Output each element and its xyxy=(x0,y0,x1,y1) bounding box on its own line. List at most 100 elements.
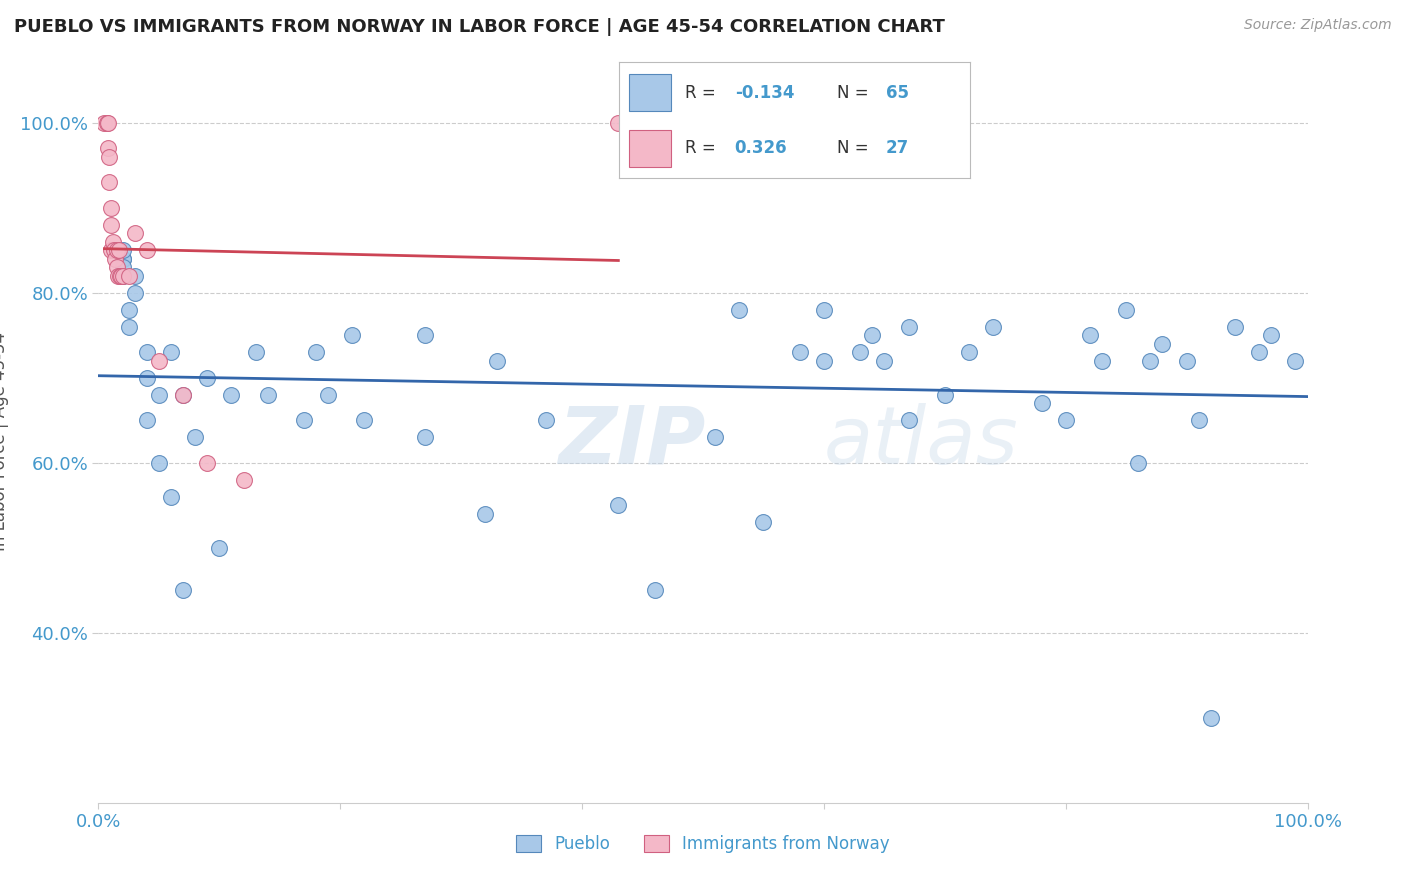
Point xyxy=(897,319,920,334)
Point xyxy=(108,244,131,258)
Point xyxy=(98,175,121,189)
Point xyxy=(100,201,122,215)
Point xyxy=(413,328,436,343)
Legend: Pueblo, Immigrants from Norway: Pueblo, Immigrants from Norway xyxy=(509,828,897,860)
Point xyxy=(1115,302,1137,317)
Point xyxy=(101,235,124,249)
Point xyxy=(353,413,375,427)
Point xyxy=(813,353,835,368)
Point xyxy=(1175,353,1198,368)
Point xyxy=(849,345,872,359)
Text: PUEBLO VS IMMIGRANTS FROM NORWAY IN LABOR FORCE | AGE 45-54 CORRELATION CHART: PUEBLO VS IMMIGRANTS FROM NORWAY IN LABO… xyxy=(14,18,945,36)
Point xyxy=(232,473,254,487)
Point xyxy=(105,244,128,258)
Point xyxy=(135,345,157,359)
Point xyxy=(124,285,146,300)
Point xyxy=(97,141,120,155)
Point xyxy=(111,244,134,258)
Point xyxy=(1128,456,1150,470)
Point xyxy=(110,268,132,283)
Point xyxy=(813,302,835,317)
Point xyxy=(934,388,956,402)
Point xyxy=(103,244,125,258)
Bar xyxy=(630,129,671,167)
Point xyxy=(1199,711,1222,725)
Point xyxy=(208,541,231,555)
Point xyxy=(860,328,883,343)
Point xyxy=(148,353,170,368)
Point xyxy=(160,490,183,504)
Point xyxy=(148,388,170,402)
Point xyxy=(1054,413,1077,427)
Point xyxy=(111,268,134,283)
Text: R =: R = xyxy=(686,139,721,157)
Point xyxy=(486,353,509,368)
Text: 0.326: 0.326 xyxy=(734,139,787,157)
Point xyxy=(752,516,775,530)
Point xyxy=(96,116,118,130)
Point xyxy=(221,388,243,402)
Point xyxy=(195,456,218,470)
Point xyxy=(118,268,141,283)
Point xyxy=(172,583,194,598)
Point xyxy=(1139,353,1161,368)
Point xyxy=(413,430,436,444)
Point xyxy=(160,345,183,359)
Point xyxy=(607,116,630,130)
Point xyxy=(118,319,141,334)
Point xyxy=(644,583,666,598)
Point xyxy=(316,388,339,402)
Point xyxy=(172,388,194,402)
Point xyxy=(789,345,811,359)
Point xyxy=(107,268,129,283)
Point xyxy=(124,227,146,241)
Point xyxy=(305,345,328,359)
Point xyxy=(97,116,120,130)
Point xyxy=(897,413,920,427)
Text: N =: N = xyxy=(837,139,873,157)
Point xyxy=(1284,353,1306,368)
Point xyxy=(957,345,980,359)
Point xyxy=(1260,328,1282,343)
Text: atlas: atlas xyxy=(824,402,1019,481)
Point xyxy=(108,268,131,283)
Point xyxy=(135,371,157,385)
Point xyxy=(873,353,896,368)
Point xyxy=(105,260,128,275)
Point xyxy=(100,218,122,232)
Text: 65: 65 xyxy=(886,84,908,102)
Point xyxy=(474,507,496,521)
Point xyxy=(172,388,194,402)
Point xyxy=(124,268,146,283)
Point xyxy=(98,150,121,164)
Point xyxy=(135,244,157,258)
Text: 27: 27 xyxy=(886,139,910,157)
Bar xyxy=(630,74,671,112)
Point xyxy=(292,413,315,427)
Point xyxy=(607,498,630,512)
Point xyxy=(100,244,122,258)
Point xyxy=(104,252,127,266)
Text: Source: ZipAtlas.com: Source: ZipAtlas.com xyxy=(1244,18,1392,32)
Text: R =: R = xyxy=(686,84,721,102)
Point xyxy=(245,345,267,359)
Point xyxy=(135,413,157,427)
Point xyxy=(256,388,278,402)
Point xyxy=(118,302,141,317)
Point xyxy=(342,328,364,343)
Point xyxy=(1188,413,1211,427)
Point xyxy=(1223,319,1246,334)
Point xyxy=(184,430,207,444)
Point xyxy=(195,371,218,385)
Point xyxy=(1031,396,1053,410)
Y-axis label: In Labor Force | Age 45-54: In Labor Force | Age 45-54 xyxy=(0,332,8,551)
Point xyxy=(148,456,170,470)
Point xyxy=(111,268,134,283)
Point xyxy=(111,260,134,275)
Text: -0.134: -0.134 xyxy=(734,84,794,102)
Point xyxy=(1249,345,1271,359)
Point xyxy=(111,252,134,266)
Point xyxy=(111,252,134,266)
Text: ZIP: ZIP xyxy=(558,402,706,481)
Point xyxy=(981,319,1004,334)
